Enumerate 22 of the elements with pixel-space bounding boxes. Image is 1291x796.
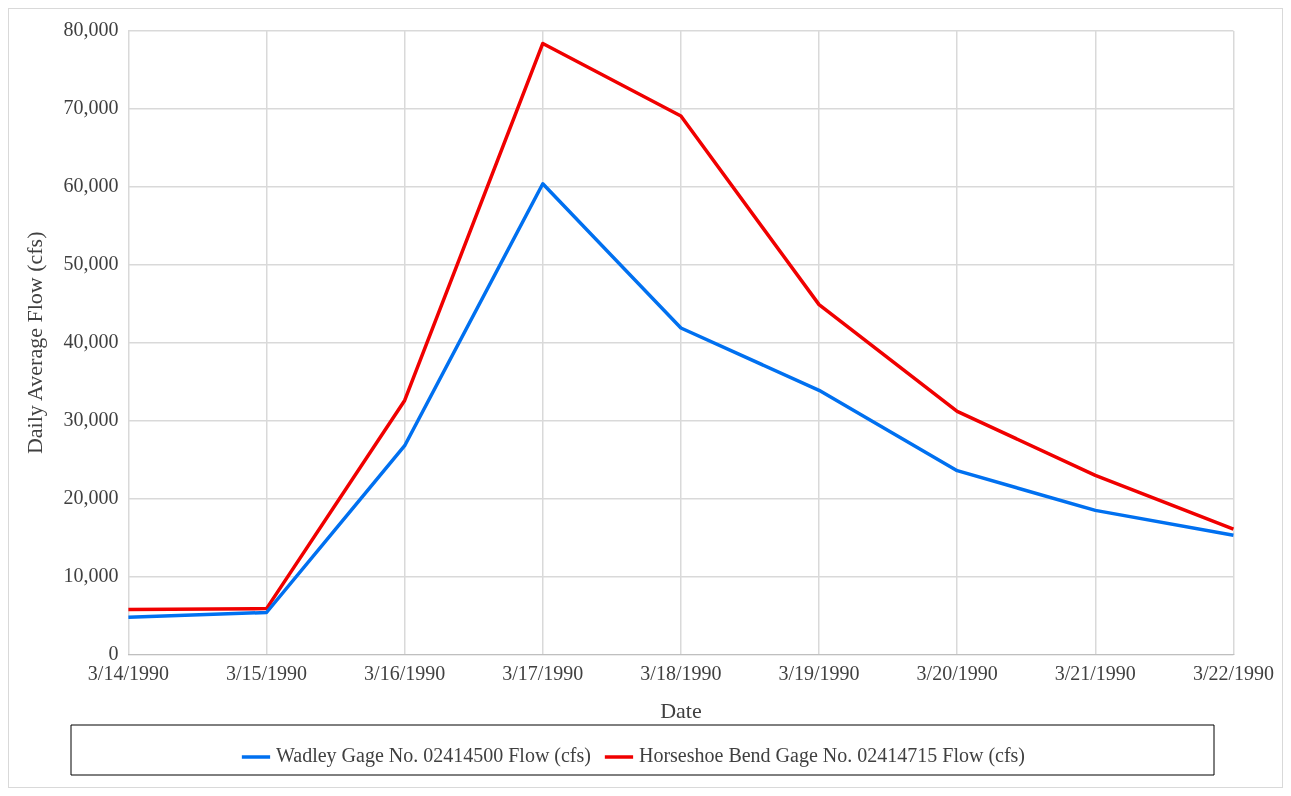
x-tick-label: 3/15/1990 xyxy=(225,661,308,684)
x-tick-label: 3/16/1990 xyxy=(364,661,446,684)
x-tick-label: 3/14/1990 xyxy=(87,661,169,684)
x-tick-label: 3/18/1990 xyxy=(640,661,722,684)
y-tick-label: 70,000 xyxy=(63,96,119,119)
y-tick-label: 50,000 xyxy=(63,252,119,275)
y-tick-label: 0 xyxy=(108,641,119,664)
x-tick-label: 3/19/1990 xyxy=(778,661,860,684)
y-tick-label: 30,000 xyxy=(63,408,119,430)
x-tick-label: 3/20/1990 xyxy=(916,661,998,684)
y-tick-label: 80,000 xyxy=(63,18,119,41)
y-axis-title: Daily Average Flow (cfs) xyxy=(21,231,47,455)
y-tick-label: 40,000 xyxy=(63,330,119,353)
legend-label: Horseshoe Bend Gage No. 02414715 Flow (cfs) xyxy=(638,744,1026,768)
y-tick-label: 10,000 xyxy=(63,563,119,586)
x-tick-label: 3/22/1990 xyxy=(1192,661,1275,684)
y-tick-label: 60,000 xyxy=(63,174,119,197)
x-axis-title: Date xyxy=(660,697,702,723)
x-tick-label: 3/17/1990 xyxy=(502,661,584,684)
x-tick-label: 3/21/1990 xyxy=(1054,661,1136,684)
legend-label: Wadley Gage No. 02414500 Flow (cfs) xyxy=(275,744,591,768)
y-tick-label: 20,000 xyxy=(63,485,119,508)
